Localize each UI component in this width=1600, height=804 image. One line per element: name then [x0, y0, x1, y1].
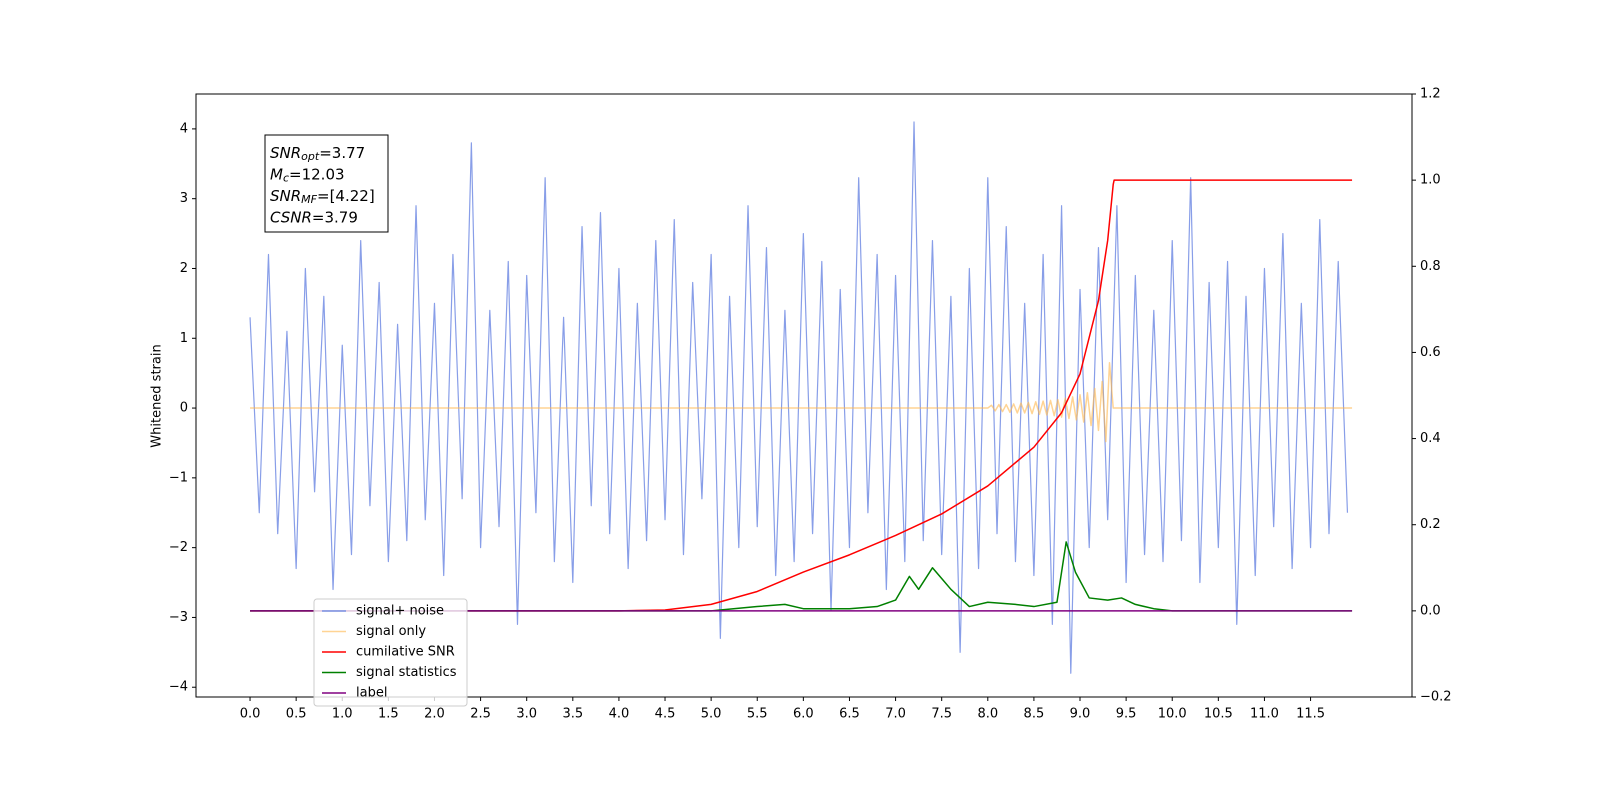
x-tick-label: 8.5 — [1024, 707, 1045, 722]
annotation-part: c — [283, 172, 289, 185]
y2-tick-label: 0.6 — [1420, 345, 1441, 360]
y-tick-label: −1 — [169, 470, 188, 485]
annotation-part: MF — [301, 193, 317, 206]
annotation-part: =3.77 — [319, 144, 365, 162]
series-line — [250, 541, 1353, 612]
y2-tick-label: 0.2 — [1420, 517, 1441, 532]
y-axis-label: Whitened strain — [150, 344, 165, 447]
x-tick-label: 5.0 — [701, 707, 722, 722]
axes-frame — [195, 93, 1413, 698]
x-tick-label: 7.5 — [931, 707, 952, 722]
x-tick-label: 9.5 — [1116, 707, 1137, 722]
x-tick-label: 4.5 — [655, 707, 676, 722]
annotation-part: =3.79 — [312, 208, 358, 226]
x-tick-label: 0.5 — [286, 707, 307, 722]
y2-tick-label: 1.0 — [1420, 173, 1441, 188]
y-tick-label: 2 — [180, 261, 188, 276]
x-tick-label: 5.5 — [747, 707, 768, 722]
x-tick-label: 4.0 — [609, 707, 630, 722]
x-tick-label: 0.0 — [240, 707, 261, 722]
annotation-text: Mc=12.03 — [270, 165, 345, 185]
x-tick-label: 9.0 — [1070, 707, 1091, 722]
x-tick-label: 1.0 — [332, 707, 353, 722]
legend-label: label — [356, 686, 387, 701]
y2-tick-label: 0.4 — [1420, 431, 1441, 446]
annotation-part: =[4.22] — [317, 187, 375, 205]
y2-tick-label: 1.2 — [1420, 87, 1441, 102]
legend-label: signal+ noise — [356, 604, 444, 619]
y-tick-label: −4 — [169, 680, 188, 695]
y2-tick-label: 0.0 — [1420, 603, 1441, 618]
series-line — [250, 179, 1353, 612]
annotation-text: CSNR=3.79 — [270, 208, 358, 226]
legend-label: signal only — [356, 624, 426, 639]
x-tick-label: 6.5 — [839, 707, 860, 722]
x-tick-label: 2.0 — [424, 707, 445, 722]
y-tick-label: 0 — [180, 401, 188, 416]
legend-label: signal statistics — [356, 665, 457, 680]
y-tick-label: −2 — [169, 540, 188, 555]
x-tick-label: 7.0 — [885, 707, 906, 722]
annotation-part: M — [270, 165, 283, 183]
x-tick-label: 11.0 — [1250, 707, 1279, 722]
y-tick-label: 3 — [180, 191, 188, 206]
x-tick-label: 1.5 — [378, 707, 399, 722]
y-tick-label: −3 — [169, 610, 188, 625]
series-line — [250, 361, 1353, 443]
y-tick-label: 4 — [180, 121, 188, 136]
legend-box — [313, 598, 468, 707]
annotation-text: SNRMF=[4.22] — [270, 187, 375, 207]
x-tick-label: 3.5 — [562, 707, 583, 722]
y2-tick-label: 0.8 — [1420, 259, 1441, 274]
y2-tick-label: −0.2 — [1420, 690, 1452, 705]
x-tick-label: 10.5 — [1204, 707, 1233, 722]
legend-label: cumilative SNR — [356, 645, 455, 660]
x-tick-label: 11.5 — [1296, 707, 1325, 722]
annotation-text: SNRopt=3.77 — [270, 144, 365, 164]
annotation-part: SNR — [270, 144, 301, 162]
y-tick-label: 1 — [180, 331, 188, 346]
annotation-part: opt — [301, 150, 320, 163]
x-tick-label: 3.0 — [516, 707, 537, 722]
x-tick-label: 6.0 — [793, 707, 814, 722]
annotation-part: CSNR — [270, 208, 312, 226]
x-tick-label: 2.5 — [470, 707, 491, 722]
annotation-part: =12.03 — [289, 165, 345, 183]
annotation-part: SNR — [270, 187, 301, 205]
x-tick-label: 8.0 — [977, 707, 998, 722]
annotation-box — [264, 134, 389, 233]
x-tick-label: 10.0 — [1158, 707, 1187, 722]
series-line — [249, 121, 1349, 674]
